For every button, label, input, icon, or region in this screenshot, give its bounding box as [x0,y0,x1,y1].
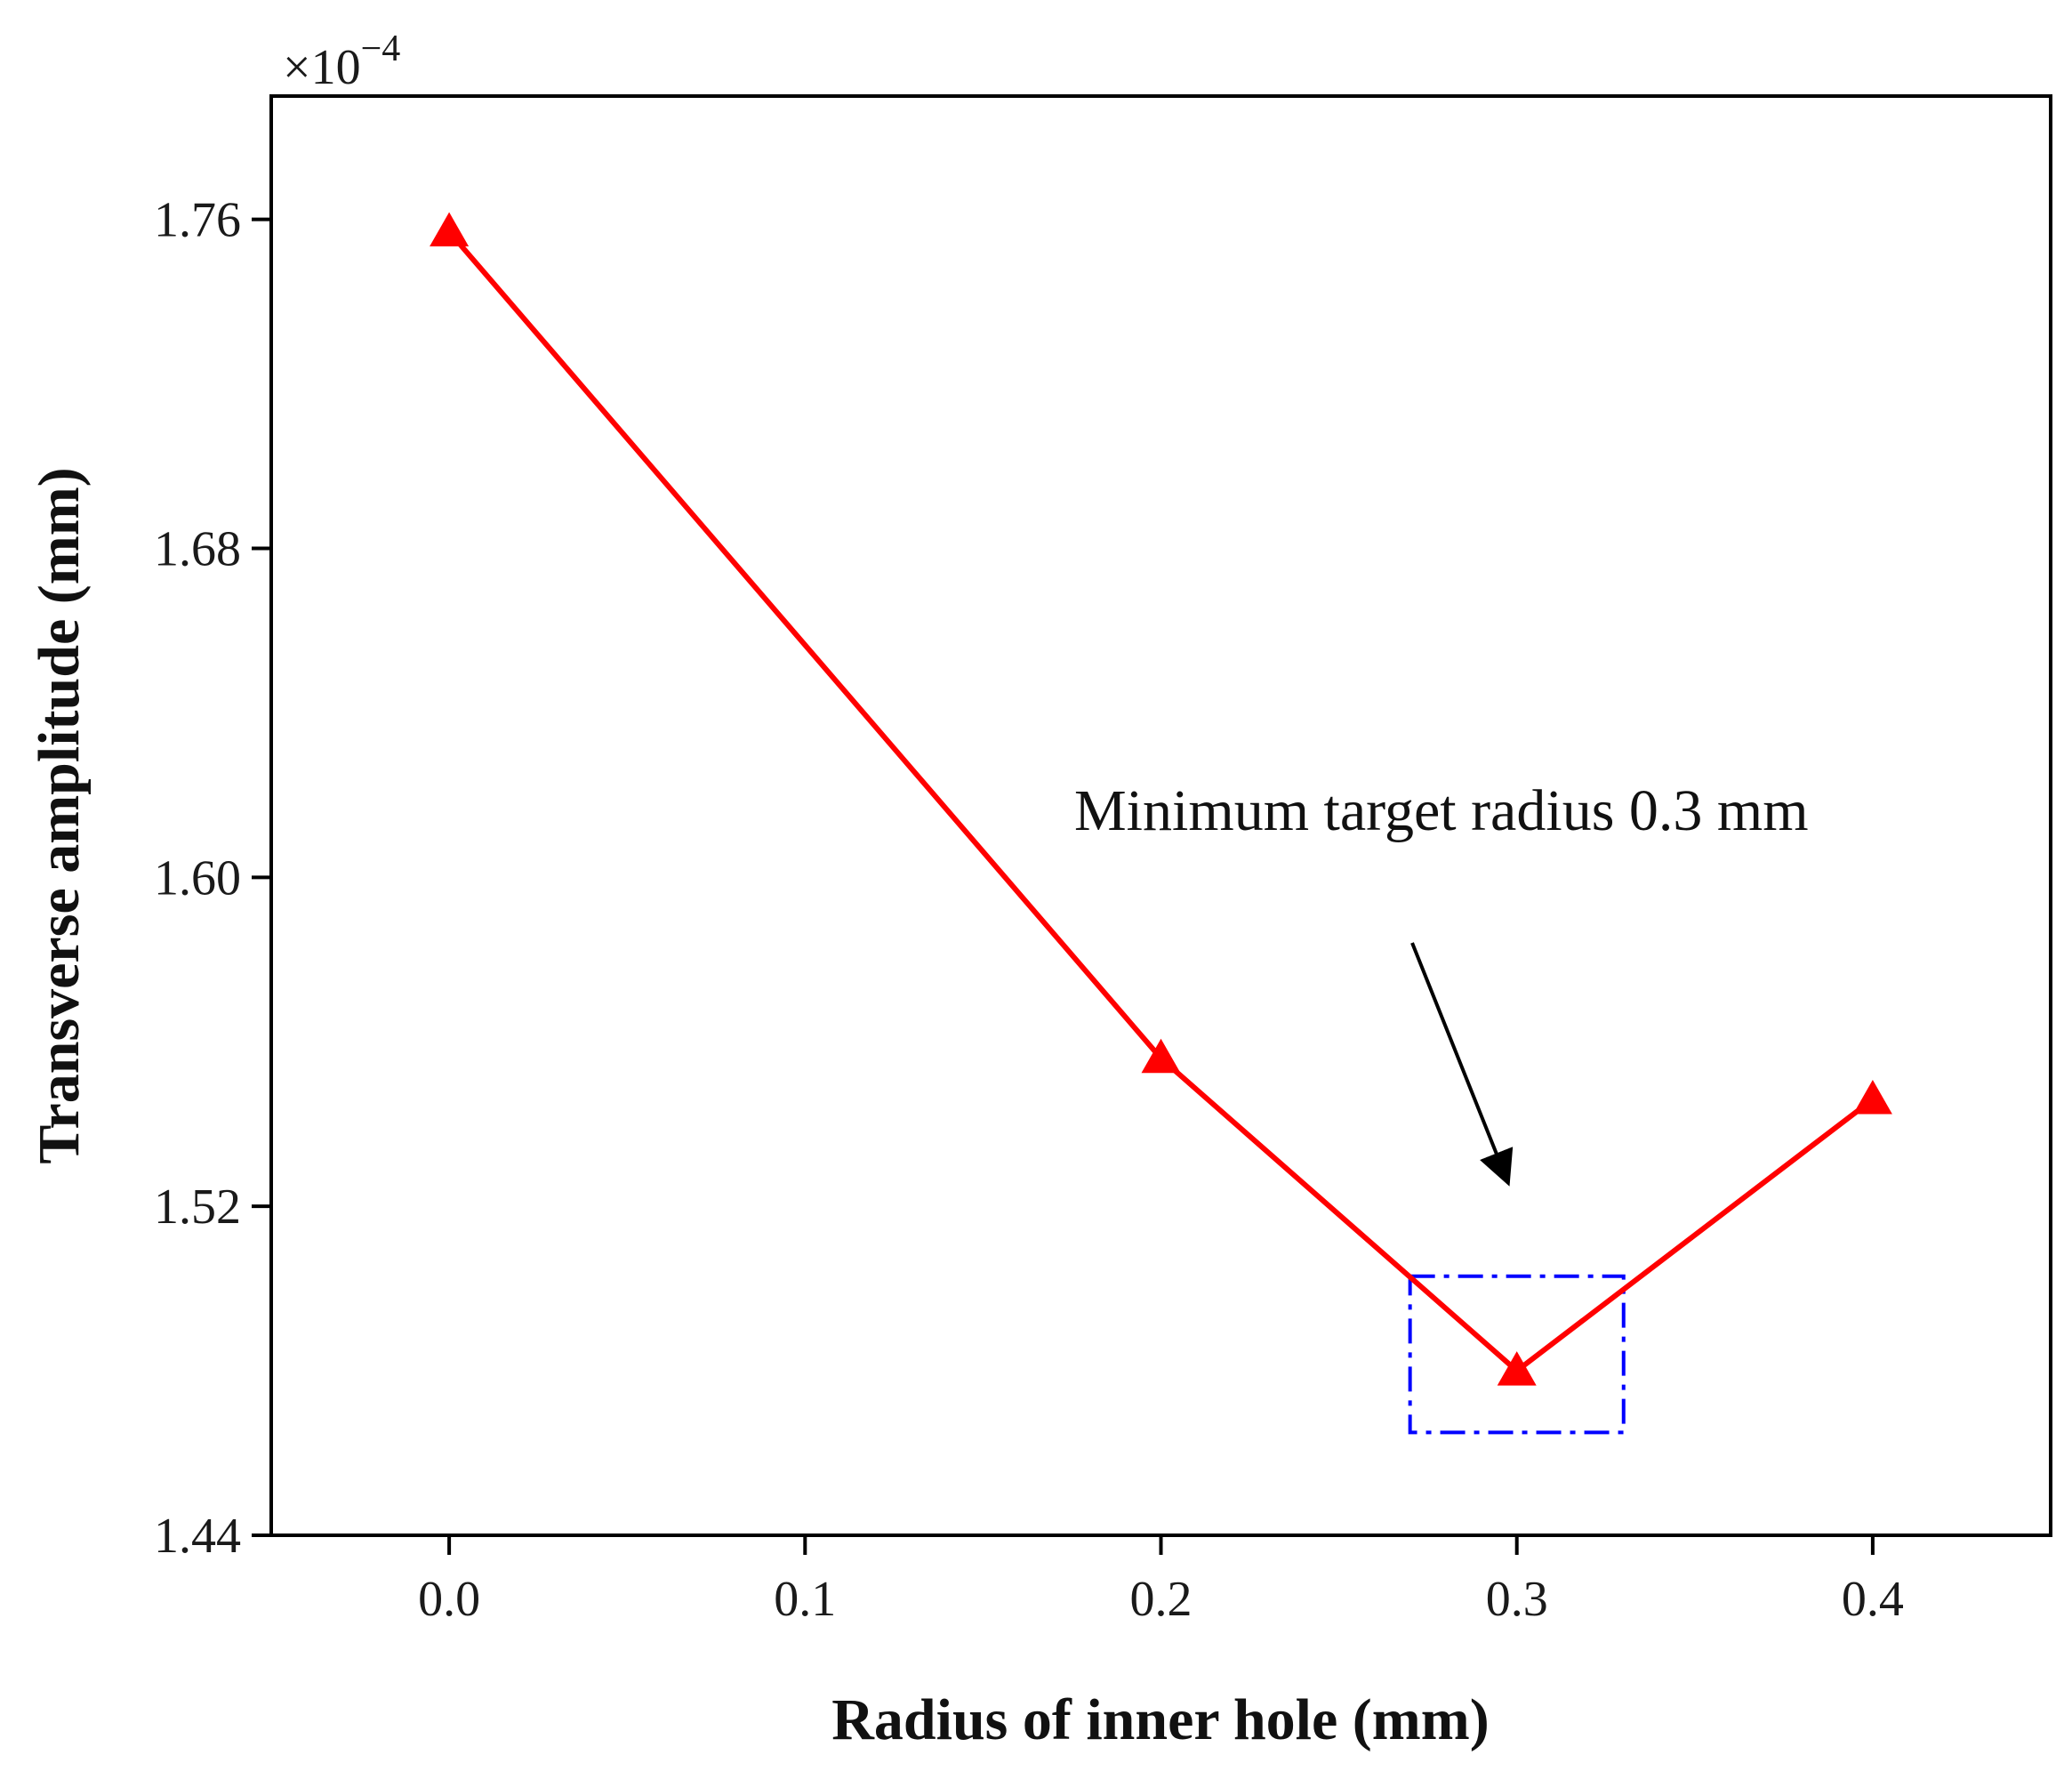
x-tick-label: 0.0 [418,1572,480,1627]
y-multiplier-exponent: −4 [361,28,401,69]
y-tick-label: 1.44 [154,1509,241,1564]
x-tick-label: 0.2 [1130,1572,1193,1627]
x-axis: 0.0 0.1 0.2 0.3 0.4 [418,1535,1904,1627]
y-axis-title: Transverse amplitude (mm) [27,467,92,1163]
x-axis-title: Radius of inner hole (mm) [831,1687,1489,1752]
y-multiplier-base: ×10 [283,40,361,95]
minimum-highlight-box [1408,1274,1626,1435]
series-line [446,229,1875,1374]
annotation-text: Minimum target radius 0.3 mm [1074,778,1809,843]
annotation-arrow [1410,942,1514,1187]
data-point-triangle [1141,1038,1181,1074]
x-tick-label: 0.3 [1486,1572,1548,1627]
y-tick-label: 1.60 [154,850,241,906]
y-tick-label: 1.68 [154,522,241,577]
y-tick-label: 1.76 [154,193,241,248]
data-point-triangle [1497,1351,1537,1386]
data-point-triangle [430,212,470,247]
y-tick-label: 1.52 [154,1179,241,1235]
y-axis: 1.44 1.52 1.60 1.68 1.76 [154,193,271,1564]
x-tick-label: 0.1 [774,1572,836,1627]
y-multiplier: ×10−4 [283,28,400,95]
data-point-triangle [1852,1079,1892,1115]
x-tick-label: 0.4 [1842,1572,1904,1627]
series-group [430,212,1892,1386]
